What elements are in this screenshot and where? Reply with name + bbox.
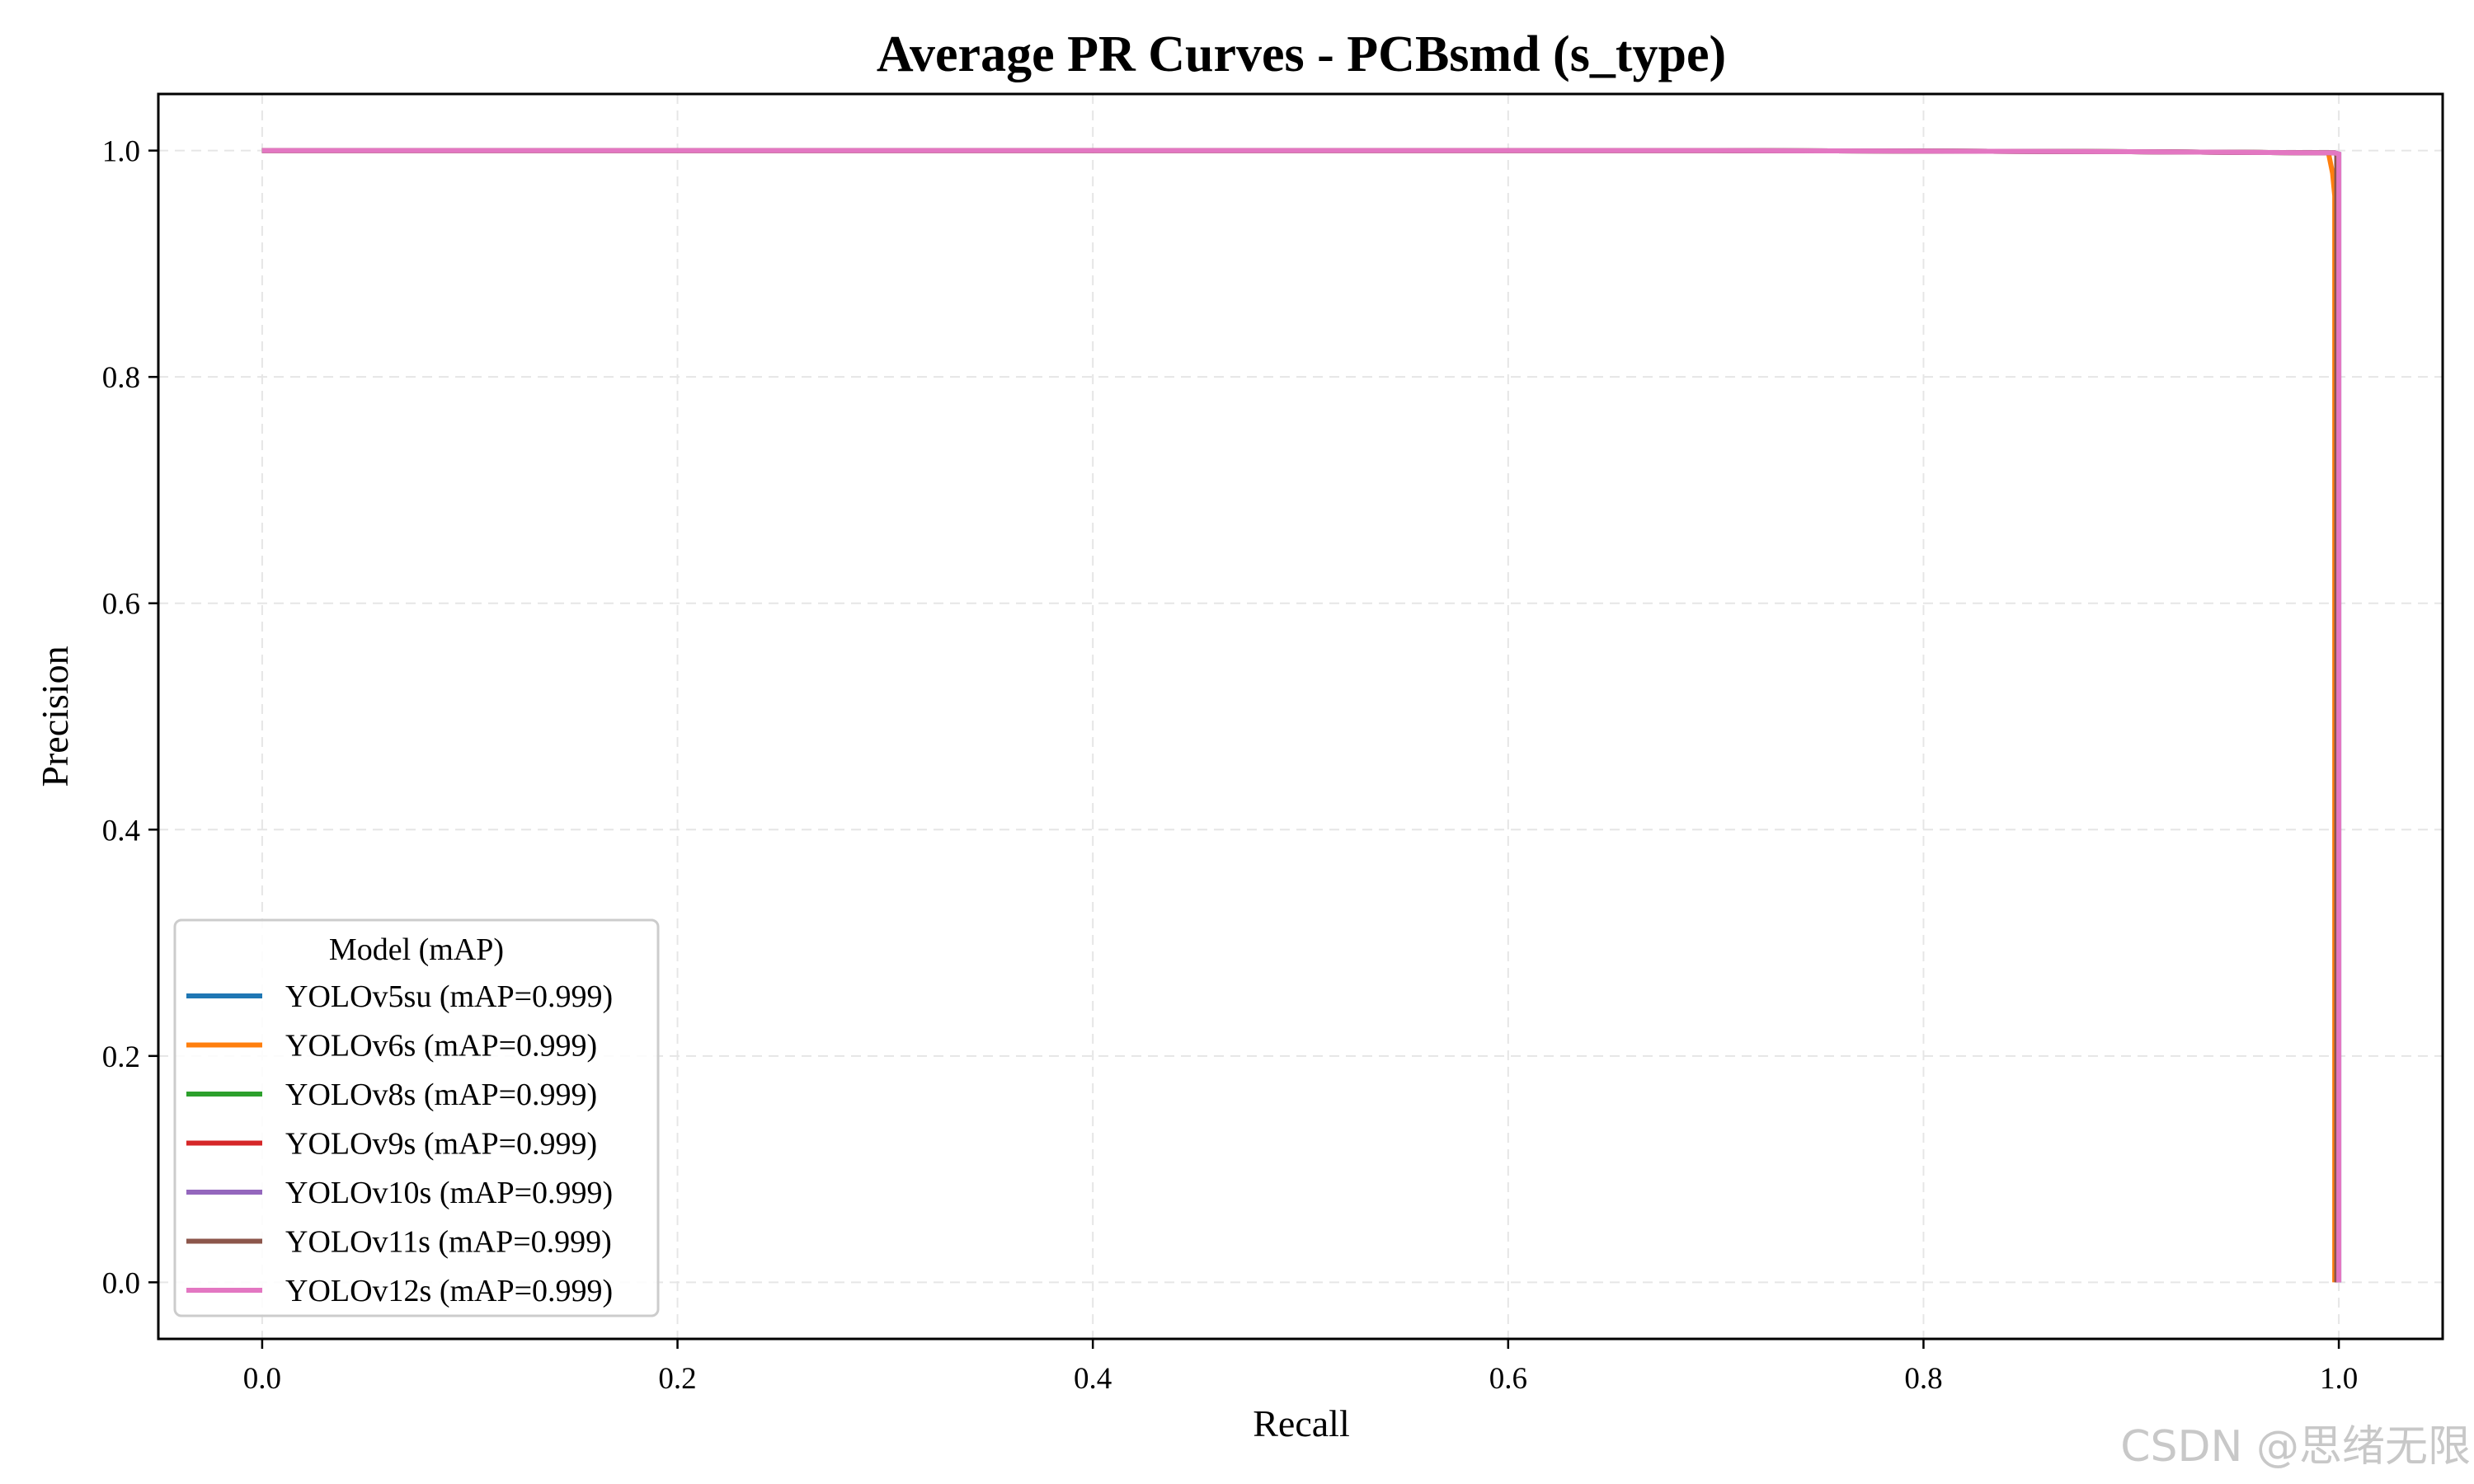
x-tick-label: 0.2 bbox=[658, 1362, 696, 1396]
legend-entry-label: YOLOv12s (mAP=0.999) bbox=[285, 1274, 613, 1308]
plot-area-frame bbox=[157, 92, 2444, 1341]
legend-entry-label: YOLOv10s (mAP=0.999) bbox=[285, 1176, 613, 1210]
legend-entries: YOLOv5su (mAP=0.999) YOLOv6s (mAP=0.999) Y… bbox=[186, 979, 613, 1308]
y-tick-label: 0.0 bbox=[102, 1266, 140, 1300]
x-tick-label: 0.4 bbox=[1074, 1362, 1112, 1396]
x-tick-label: 0.0 bbox=[243, 1362, 281, 1396]
x-axis-ticks: 0.0 0.2 0.4 0.6 0.8 1.0 bbox=[243, 1339, 2358, 1396]
legend-entry-label: YOLOv9s (mAP=0.999) bbox=[285, 1127, 597, 1162]
x-tick-label: 0.6 bbox=[1489, 1362, 1527, 1396]
legend-box bbox=[173, 918, 660, 1317]
y-tick-label: 0.4 bbox=[102, 814, 140, 848]
legend-entry-label: YOLOv8s (mAP=0.999) bbox=[285, 1078, 597, 1112]
y-tick-label: 1.0 bbox=[102, 135, 140, 169]
legend: Model (mAP) YOLOv5su (mAP=0.999) YOLOv6s … bbox=[173, 918, 660, 1317]
series-line-7 bbox=[261, 148, 2342, 1283]
y-tick-label: 0.2 bbox=[102, 1040, 140, 1074]
x-tick-label: 1.0 bbox=[2320, 1362, 2358, 1396]
y-axis-ticks: 0.0 0.2 0.4 0.6 0.8 1.0 bbox=[102, 135, 158, 1300]
y-tick-label: 0.6 bbox=[102, 588, 140, 622]
chart-title: Average PR Curves - PCBsmd (s_type) bbox=[877, 26, 1726, 82]
y-tick-label: 0.8 bbox=[102, 361, 140, 395]
watermark: CSDN @思绪无限 bbox=[2120, 1422, 2471, 1472]
x-axis-label: Recall bbox=[1253, 1402, 1350, 1444]
x-tick-label: 0.8 bbox=[1904, 1362, 1942, 1396]
series-lines bbox=[261, 148, 2342, 1283]
y-axis-label: Precision bbox=[34, 646, 76, 787]
legend-entry-label: YOLOv11s (mAP=0.999) bbox=[285, 1225, 612, 1260]
legend-entry-label: YOLOv5su (mAP=0.999) bbox=[285, 979, 613, 1014]
legend-entry-label: YOLOv6s (mAP=0.999) bbox=[285, 1029, 597, 1064]
legend-title: Model (mAP) bbox=[329, 932, 504, 967]
